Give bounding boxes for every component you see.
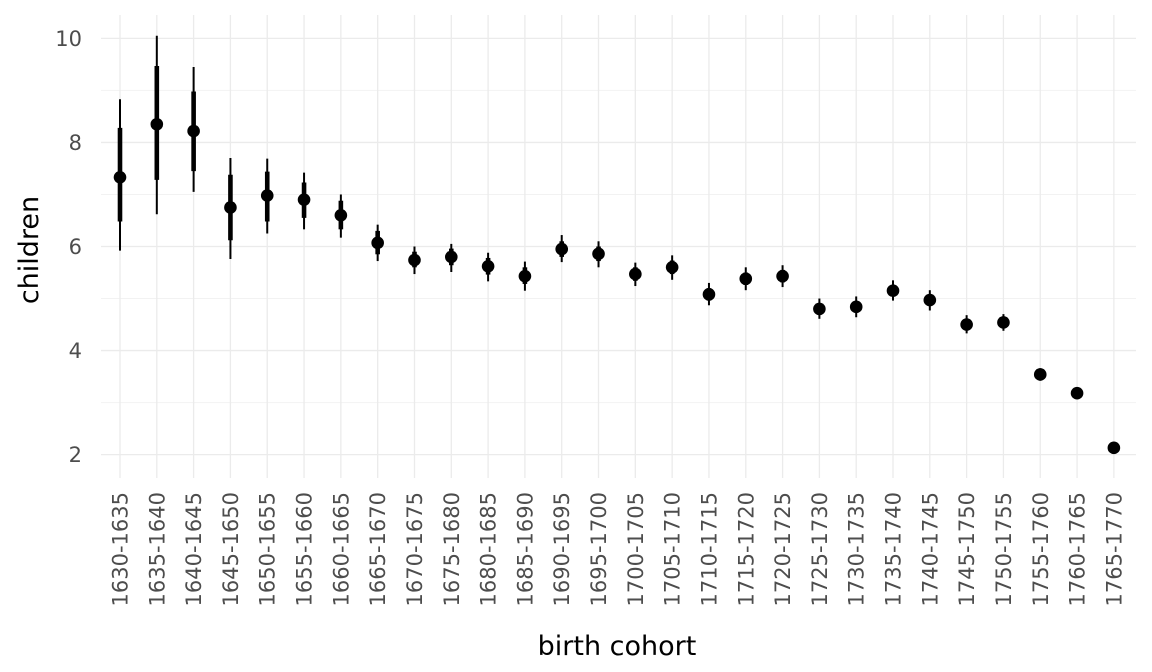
data-point	[113, 171, 127, 184]
data-point	[150, 117, 164, 131]
y-tick-labels: 2 4 6 8 10	[55, 27, 82, 467]
x-tick-label: 1675-1680	[440, 492, 464, 606]
x-tick-label: 1720-1725	[771, 492, 795, 606]
x-axis-title: birth cohort	[538, 631, 697, 662]
x-tick-label: 1765-1770	[1102, 492, 1126, 606]
inner-intervals	[117, 65, 1117, 451]
y-tick-label: 10	[55, 27, 82, 51]
data-point	[592, 247, 605, 261]
x-tick-labels: 1630-1635 1635-1640 1640-1645 1645-1650 1650…	[109, 492, 1127, 606]
data-point	[923, 293, 937, 307]
x-tick-label: 1730-1735	[845, 492, 869, 606]
data-point	[997, 316, 1010, 329]
x-tick-label: 1665-1670	[366, 492, 390, 606]
x-tick-label: 1695-1700	[587, 492, 611, 606]
x-tick-label: 1685-1690	[513, 492, 537, 606]
data-point	[187, 124, 200, 138]
grid	[101, 15, 1136, 478]
data-point	[776, 269, 789, 283]
data-point	[813, 302, 826, 316]
x-tick-label: 1760-1765	[1066, 492, 1090, 606]
x-tick-label: 1710-1715	[697, 492, 721, 606]
x-tick-label: 1725-1730	[808, 492, 832, 606]
outer-intervals	[119, 35, 1115, 452]
data-point	[665, 261, 679, 274]
x-tick-label: 1690-1695	[550, 492, 574, 606]
data-point	[1107, 441, 1121, 455]
x-tick-label: 1735-1740	[882, 492, 906, 606]
data-point	[260, 189, 274, 202]
x-tick-label: 1705-1710	[661, 492, 685, 606]
x-tick-label: 1755-1760	[1029, 492, 1053, 606]
data-point	[297, 193, 311, 206]
y-tick-label: 8	[69, 131, 82, 155]
data-point	[371, 236, 384, 250]
data-point	[1070, 386, 1084, 400]
data-point	[481, 259, 495, 273]
data-point	[408, 253, 421, 267]
x-tick-label: 1680-1685	[477, 492, 501, 606]
x-tick-label: 1660-1665	[329, 492, 353, 606]
data-point	[886, 284, 900, 298]
y-tick-label: 2	[69, 443, 82, 467]
data-point	[224, 201, 237, 214]
data-point	[334, 208, 348, 222]
x-tick-label: 1700-1705	[624, 492, 648, 606]
data-point	[555, 242, 569, 256]
data-point	[1033, 368, 1047, 381]
x-tick-label: 1640-1645	[182, 492, 206, 606]
y-tick-label: 4	[69, 339, 82, 363]
y-tick-label: 6	[69, 235, 82, 259]
x-tick-label: 1670-1675	[403, 492, 427, 606]
x-tick-label: 1750-1755	[992, 492, 1016, 606]
data-point	[739, 272, 753, 286]
x-tick-label: 1745-1750	[955, 492, 979, 606]
points	[113, 117, 1121, 455]
x-tick-label: 1645-1650	[219, 492, 243, 606]
x-tick-label: 1740-1745	[918, 492, 942, 606]
x-tick-label: 1650-1655	[256, 492, 280, 606]
data-point	[444, 250, 458, 264]
x-tick-label: 1655-1660	[293, 492, 317, 606]
data-point	[702, 288, 716, 301]
x-tick-label: 1635-1640	[145, 492, 169, 606]
data-point	[960, 318, 973, 331]
x-tick-label: 1630-1635	[109, 492, 133, 606]
data-point	[518, 269, 532, 283]
data-point	[849, 300, 863, 314]
data-point	[629, 267, 642, 281]
y-axis-title: children	[14, 196, 45, 304]
x-tick-label: 1715-1720	[734, 492, 758, 606]
